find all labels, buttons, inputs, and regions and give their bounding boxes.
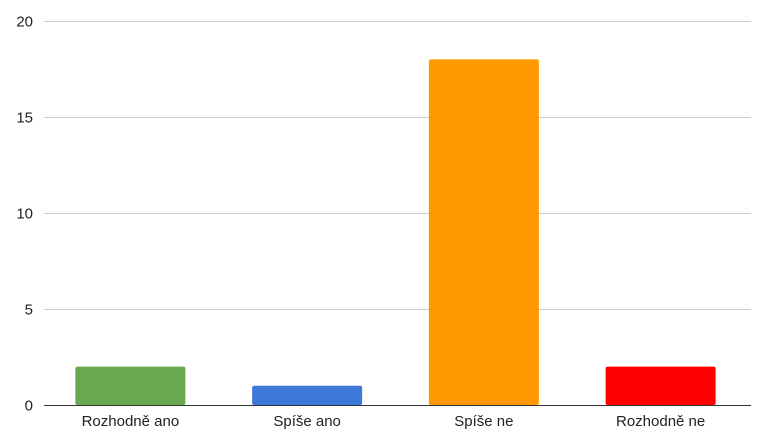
bar bbox=[252, 385, 363, 405]
bar bbox=[605, 366, 716, 405]
x-tick-label: Rozhodně ne bbox=[616, 413, 705, 430]
bar bbox=[428, 59, 539, 406]
y-tick-label: 5 bbox=[25, 302, 33, 319]
x-tick-label: Spíše ano bbox=[273, 413, 341, 430]
y-tick-label: 0 bbox=[25, 398, 33, 415]
y-tick-label: 15 bbox=[16, 110, 33, 127]
x-tick-label: Spíše ne bbox=[454, 413, 513, 430]
bar bbox=[75, 366, 186, 405]
y-tick-label: 10 bbox=[16, 206, 33, 223]
y-tick-label: 20 bbox=[16, 14, 33, 31]
x-tick-label: Rozhodně ano bbox=[82, 413, 180, 430]
y-axis-ticks: 0 5 10 15 20 bbox=[16, 14, 33, 415]
bars bbox=[75, 59, 716, 406]
gridlines bbox=[44, 21, 751, 310]
x-axis-ticks: Rozhodně ano Spíše ano Spíše ne Rozhodně ne bbox=[82, 413, 706, 430]
